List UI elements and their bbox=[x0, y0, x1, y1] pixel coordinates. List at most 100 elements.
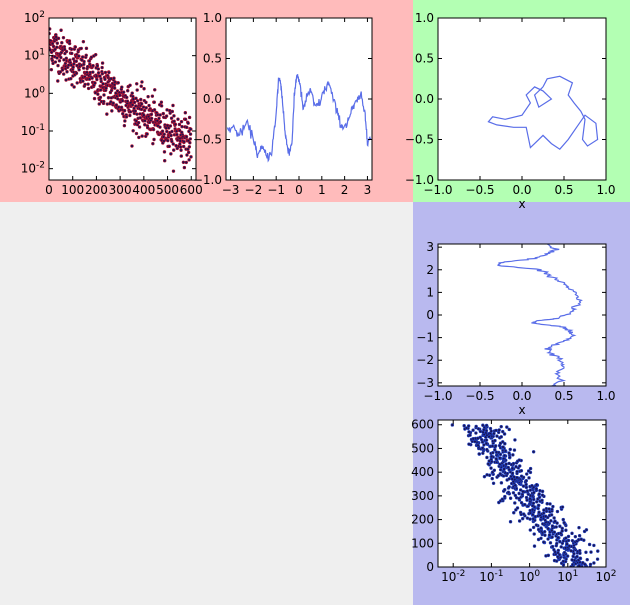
data-point bbox=[60, 41, 64, 45]
data-point bbox=[503, 494, 507, 499]
data-point bbox=[170, 129, 174, 134]
data-point bbox=[91, 63, 95, 68]
data-point bbox=[499, 424, 503, 429]
data-point bbox=[120, 99, 125, 103]
data-point bbox=[56, 36, 61, 41]
data-point bbox=[474, 431, 478, 435]
x-tick-label: 100 bbox=[61, 183, 84, 197]
data-point bbox=[505, 425, 509, 429]
data-point bbox=[490, 444, 495, 448]
data-point bbox=[532, 490, 536, 495]
data-point bbox=[546, 553, 551, 558]
data-point bbox=[502, 453, 507, 458]
data-point bbox=[462, 423, 466, 428]
data-point bbox=[570, 538, 575, 543]
data-point bbox=[491, 451, 495, 455]
data-point bbox=[486, 462, 490, 466]
data-point bbox=[548, 502, 552, 506]
y-tick-label: 1.0 bbox=[415, 11, 434, 25]
data-point bbox=[540, 489, 545, 494]
x-tick-label: −2 bbox=[245, 183, 263, 197]
x-tick-label: 2 bbox=[341, 183, 349, 197]
data-point bbox=[494, 450, 499, 454]
data-point bbox=[168, 111, 172, 115]
data-point bbox=[515, 506, 520, 510]
data-point bbox=[94, 52, 98, 57]
data-point bbox=[518, 510, 523, 515]
data-point bbox=[140, 134, 144, 138]
data-point bbox=[521, 484, 526, 488]
y-tick-label: −2 bbox=[416, 353, 434, 367]
y-tick-label: −1.0 bbox=[193, 173, 222, 187]
x-tick-label: 1 bbox=[318, 183, 326, 197]
data-point bbox=[159, 104, 164, 108]
x-tick-label: 400 bbox=[132, 183, 155, 197]
data-point bbox=[161, 111, 165, 116]
y-tick-label: 0.5 bbox=[203, 52, 222, 66]
x-tick-label: 0 bbox=[295, 183, 303, 197]
data-point bbox=[49, 67, 54, 72]
data-point bbox=[117, 105, 121, 109]
data-point bbox=[132, 100, 137, 105]
data-point bbox=[102, 93, 106, 97]
data-point bbox=[105, 112, 109, 116]
x-tick-label: 102 bbox=[595, 569, 616, 584]
data-point bbox=[549, 519, 553, 523]
data-point bbox=[126, 88, 130, 93]
y-tick-label: −0.5 bbox=[405, 133, 434, 147]
x-tick-label: −1 bbox=[267, 183, 285, 197]
data-point bbox=[484, 423, 489, 428]
data-point bbox=[490, 476, 494, 481]
data-point bbox=[528, 466, 533, 471]
data-point bbox=[489, 466, 493, 470]
x-tick-label: −1.0 bbox=[423, 389, 452, 403]
data-point bbox=[531, 501, 536, 505]
data-point bbox=[145, 132, 149, 136]
data-point bbox=[172, 114, 176, 118]
data-point bbox=[72, 85, 76, 89]
data-point bbox=[167, 144, 171, 149]
data-point bbox=[130, 144, 134, 148]
data-point bbox=[188, 137, 193, 141]
data-point bbox=[98, 88, 103, 92]
axes-frame bbox=[437, 419, 607, 568]
y-tick-label: 2 bbox=[426, 263, 434, 277]
x-tick-label: 10-1 bbox=[479, 569, 503, 584]
data-point bbox=[554, 525, 558, 529]
x-tick-label: −0.5 bbox=[465, 389, 494, 403]
data-point bbox=[543, 533, 547, 537]
y-tick-label: 300 bbox=[411, 489, 434, 503]
data-point bbox=[179, 154, 184, 158]
data-point bbox=[592, 543, 596, 548]
data-point bbox=[560, 526, 564, 531]
data-point bbox=[485, 455, 489, 460]
data-point bbox=[503, 442, 507, 446]
data-point bbox=[134, 96, 138, 101]
data-point bbox=[584, 550, 588, 554]
data-point bbox=[547, 533, 552, 537]
data-point bbox=[146, 94, 150, 99]
x-tick-label: 0.5 bbox=[554, 183, 573, 197]
data-point bbox=[513, 493, 518, 498]
data-point bbox=[135, 99, 140, 103]
data-point bbox=[514, 465, 518, 469]
data-point bbox=[184, 160, 188, 165]
data-point bbox=[175, 132, 179, 137]
y-tick-label: −1 bbox=[416, 331, 434, 345]
data-point bbox=[99, 79, 103, 84]
data-point bbox=[499, 435, 503, 439]
data-point bbox=[59, 55, 63, 60]
data-point bbox=[50, 58, 55, 63]
x-tick-label: 10-2 bbox=[441, 569, 465, 584]
x-tick-label: 500 bbox=[156, 183, 179, 197]
data-point bbox=[82, 59, 86, 64]
data-point bbox=[151, 127, 156, 132]
data-point bbox=[530, 483, 534, 488]
data-point bbox=[508, 447, 512, 452]
data-point bbox=[183, 111, 188, 115]
data-point bbox=[65, 70, 69, 74]
data-point bbox=[142, 86, 146, 91]
data-point bbox=[189, 155, 193, 159]
y-tick-label: 1 bbox=[426, 285, 434, 299]
data-point bbox=[543, 529, 547, 534]
